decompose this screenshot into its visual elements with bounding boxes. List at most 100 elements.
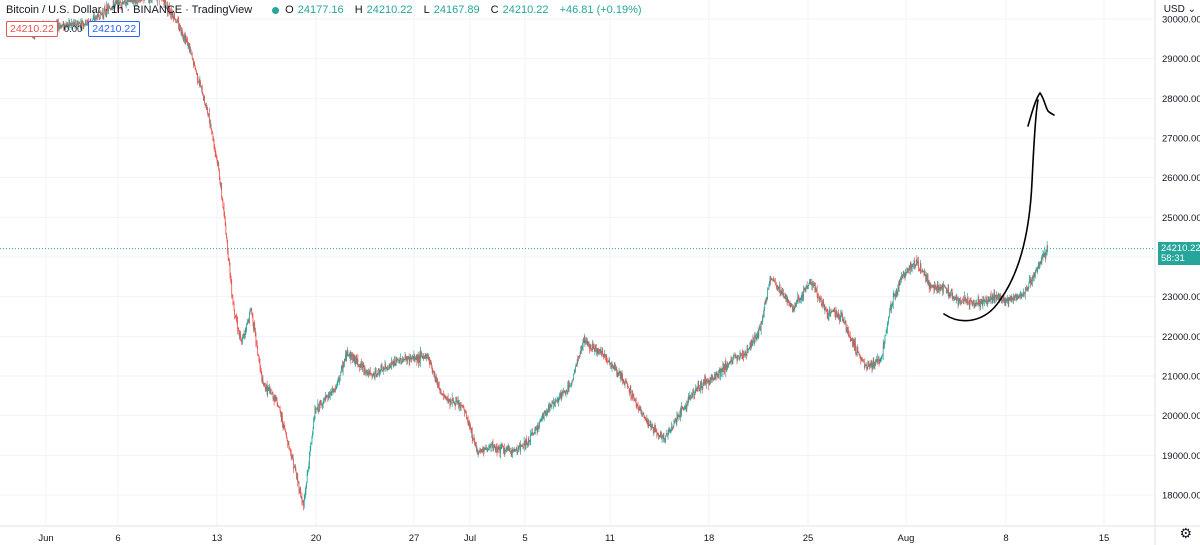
candle-body-down [335,388,336,390]
candle-body-up [322,402,324,406]
candle-body-down [296,472,297,479]
candle-body-up [1022,295,1024,296]
candle-body-up [76,24,78,26]
candle-body-down [605,355,607,358]
candle-body-down [206,106,208,108]
candle-body-down [445,396,447,400]
candle-body-up [217,164,219,166]
candle-body-down [405,358,407,360]
candle-body-down [810,279,812,285]
candle-body-down [194,62,195,65]
candle-body-up [567,384,569,394]
settings-gear-icon[interactable]: ⚙ [1179,525,1192,541]
candle-body-up [83,24,85,27]
candle-body-down [738,355,740,358]
candle-body-down [910,264,912,265]
candle-body-down [997,297,998,300]
candle-body-down [959,298,961,300]
candle-body-up [422,356,424,358]
candle-body-up [596,350,598,354]
candle-body-down [470,425,471,429]
candle-body-down [115,0,117,2]
candle-body-down [526,444,528,446]
candle-body-down [188,42,190,48]
candle-body-up [889,306,891,309]
candle-body-up [739,357,740,358]
candle-body-up [103,10,105,17]
candle-body-up [680,410,681,418]
candle-body-down [553,401,555,405]
candle-body-down [938,288,940,290]
candle-body-up [912,263,914,267]
candle-body-down [356,356,358,363]
candle-body-up [915,264,916,266]
candle-body-up [749,343,751,349]
candle-body-up [114,3,116,5]
currency-selector[interactable]: USD ⌄ [1163,4,1196,15]
candle-body-down [596,349,598,354]
candle-body-down [434,372,436,381]
candle-body-down [210,124,212,130]
candle-body-down [586,340,587,344]
candle-body-up [399,358,401,361]
candle-body-up [397,360,399,361]
candle-body-up [730,357,732,362]
candle-body-up [891,305,892,309]
candle-body-down [466,413,467,419]
candle-body-up [941,285,943,289]
candle-body-up [66,23,68,27]
candle-body-down [125,0,126,7]
candle-body-up [94,19,96,20]
candle-body-up [369,370,371,373]
candle-body-down [1010,296,1011,301]
candle-body-down [490,446,491,448]
candle-body-up [907,268,909,271]
candle-body-up [352,355,354,361]
candle-body-up [448,400,450,402]
candle-body-up [995,295,997,297]
candle-body-up [401,362,402,363]
candle-body-down [695,388,697,391]
symbol-title[interactable]: Bitcoin / U.S. Dollar · 1h · BINANCE · T… [6,4,253,16]
candle-body-down [968,302,970,306]
candle-body-down [796,300,798,302]
candle-body-down [757,332,759,337]
candle-body-up [867,362,869,368]
candle-body-up [539,421,540,427]
candle-body-down [87,21,89,22]
candle-body-up [634,398,635,401]
candle-body-up [572,378,574,381]
candle-body-down [894,294,896,297]
candle-body-up [334,388,336,391]
candle-body-up [559,393,561,396]
candle-body-up [220,185,222,187]
candle-body-down [189,47,191,51]
candle-body-up [575,366,576,372]
candle-body-down [462,405,464,407]
candle-body-up [723,365,725,370]
buy-button[interactable]: 24210.22 [88,21,141,37]
candle-body-up [592,343,593,351]
candle-body-down [838,312,839,318]
candle-body-down [118,0,119,5]
candle-body-down [104,7,106,14]
candle-body-up [529,440,531,441]
candle-body-down [467,418,469,425]
candle-body-up [924,271,925,275]
candle-body-down [869,364,870,368]
candle-body-down [859,354,861,359]
candle-body-down [679,415,681,418]
candle-body-down [298,481,300,491]
candle-body-up [191,53,192,55]
candle-body-down [721,368,723,372]
candle-body-up [809,279,811,282]
candle-body-down [971,301,973,306]
candle-body-down [406,359,408,363]
candle-body-up [880,358,882,360]
candle-body-down [685,403,687,409]
sell-button[interactable]: 24210.22 [6,21,58,37]
candle-body-down [212,132,214,140]
candle-body-down [550,405,552,407]
candle-body-down [655,426,656,432]
